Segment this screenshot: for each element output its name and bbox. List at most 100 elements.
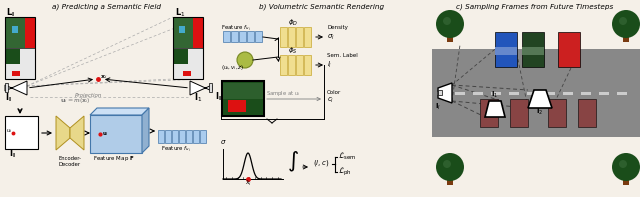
Text: $\mathbf{I}_1$: $\mathbf{I}_1$ — [492, 90, 499, 100]
Bar — [239, 31, 246, 42]
Bar — [623, 31, 629, 42]
Polygon shape — [90, 108, 149, 115]
Bar — [522, 32, 544, 67]
Text: $\mathbf{u}_i = \pi_\mathbf{I}(\mathbf{x}_i)$: $\mathbf{u}_i = \pi_\mathbf{I}(\mathbf{x… — [60, 96, 91, 105]
Text: $\mathbf{I}_{I}$: $\mathbf{I}_{I}$ — [435, 102, 441, 112]
Bar — [5, 116, 38, 149]
Bar — [495, 47, 517, 55]
Polygon shape — [190, 81, 212, 95]
Bar — [296, 55, 303, 75]
Bar — [173, 48, 203, 79]
Text: $c_i$: $c_i$ — [327, 96, 334, 105]
Circle shape — [436, 153, 464, 181]
Bar — [223, 82, 263, 115]
Bar — [491, 92, 501, 95]
Polygon shape — [485, 101, 505, 117]
Text: $\mathbf{u}_i$: $\mathbf{u}_i$ — [102, 130, 109, 138]
Text: Encoder-
Decoder: Encoder- Decoder — [58, 156, 81, 167]
Bar — [200, 130, 206, 143]
Bar — [228, 100, 246, 112]
Bar — [186, 130, 192, 143]
Bar — [179, 130, 185, 143]
Polygon shape — [528, 90, 552, 108]
Bar — [165, 130, 171, 143]
Polygon shape — [70, 116, 84, 150]
Text: $\phi_D$: $\phi_D$ — [288, 18, 298, 28]
Bar — [5, 83, 8, 92]
Bar — [12, 26, 18, 33]
Bar — [255, 31, 262, 42]
Bar — [288, 55, 295, 75]
Bar — [5, 48, 35, 79]
Text: $\sigma_i$: $\sigma_i$ — [327, 33, 335, 42]
Text: $\mathbf{I}_2$: $\mathbf{I}_2$ — [536, 107, 543, 117]
Bar — [193, 130, 199, 143]
Text: Projection: Projection — [75, 93, 102, 98]
Text: Feature $f_{u_i}$: Feature $f_{u_i}$ — [221, 23, 251, 33]
Text: c) Sampling Frames from Future Timesteps: c) Sampling Frames from Future Timesteps — [456, 3, 614, 10]
Bar — [90, 115, 142, 153]
Bar — [473, 92, 483, 95]
Text: $\sigma$: $\sigma$ — [220, 138, 227, 146]
Bar — [280, 55, 287, 75]
Bar — [563, 92, 573, 95]
Text: $\mathbf{L}_1$: $\mathbf{L}_1$ — [175, 6, 186, 19]
Text: $\mathbf{I}_1$: $\mathbf{I}_1$ — [194, 91, 202, 103]
Bar — [223, 83, 263, 99]
Bar — [437, 92, 447, 95]
Text: $\mathbf{I}_\mathbf{I}$: $\mathbf{I}_\mathbf{I}$ — [215, 90, 222, 102]
Text: Sem. Label: Sem. Label — [327, 53, 358, 58]
Bar — [599, 92, 609, 95]
Bar — [179, 26, 185, 33]
Text: $\int$: $\int$ — [287, 150, 299, 174]
Text: Feature $f_{u_i}$: Feature $f_{u_i}$ — [161, 144, 191, 153]
Bar — [558, 32, 580, 67]
Text: Density: Density — [327, 25, 348, 30]
Text: b) Volumetric Semantic Rendering: b) Volumetric Semantic Rendering — [259, 3, 385, 10]
Text: $\mathbf{L}_\mathbf{I}$: $\mathbf{L}_\mathbf{I}$ — [6, 6, 15, 19]
Bar — [209, 83, 212, 92]
Bar — [173, 49, 188, 64]
Text: $u_i$: $u_i$ — [6, 127, 13, 135]
Bar — [12, 71, 20, 76]
Bar — [172, 130, 178, 143]
Polygon shape — [438, 83, 452, 103]
Bar — [5, 17, 35, 79]
Bar — [173, 17, 203, 48]
Circle shape — [237, 52, 253, 68]
Bar — [158, 130, 164, 143]
Bar — [545, 92, 555, 95]
Text: $\mathcal{L}_\mathrm{sem}$: $\mathcal{L}_\mathrm{sem}$ — [338, 151, 356, 163]
Bar — [495, 32, 517, 67]
Bar — [455, 92, 465, 95]
Text: Sample at $u_i$: Sample at $u_i$ — [266, 89, 301, 98]
Bar — [247, 31, 254, 42]
Text: $\phi_S$: $\phi_S$ — [288, 46, 298, 56]
Bar — [617, 92, 627, 95]
Bar — [527, 92, 537, 95]
Polygon shape — [56, 116, 70, 150]
Bar — [25, 17, 35, 48]
Text: Feature Map $\mathbf{F}$: Feature Map $\mathbf{F}$ — [93, 154, 134, 163]
Bar — [5, 17, 35, 48]
Bar — [5, 49, 20, 64]
Bar — [447, 174, 453, 185]
Bar — [438, 90, 442, 95]
Bar — [280, 27, 287, 47]
Text: $\mathbf{I}_\mathbf{I}$: $\mathbf{I}_\mathbf{I}$ — [5, 91, 12, 103]
Bar — [173, 17, 203, 79]
Bar — [183, 71, 191, 76]
Bar — [578, 99, 596, 127]
Bar — [432, 49, 640, 137]
Circle shape — [443, 17, 451, 25]
Bar — [304, 27, 311, 47]
Text: $(u_i, v_i, z)$: $(u_i, v_i, z)$ — [221, 63, 244, 72]
Text: $\hat{x}_i$: $\hat{x}_i$ — [245, 178, 252, 188]
Bar — [304, 55, 311, 75]
Circle shape — [619, 17, 627, 25]
Bar — [231, 31, 238, 42]
Polygon shape — [5, 81, 27, 95]
Bar — [480, 99, 498, 127]
Circle shape — [619, 160, 627, 168]
Bar — [296, 27, 303, 47]
